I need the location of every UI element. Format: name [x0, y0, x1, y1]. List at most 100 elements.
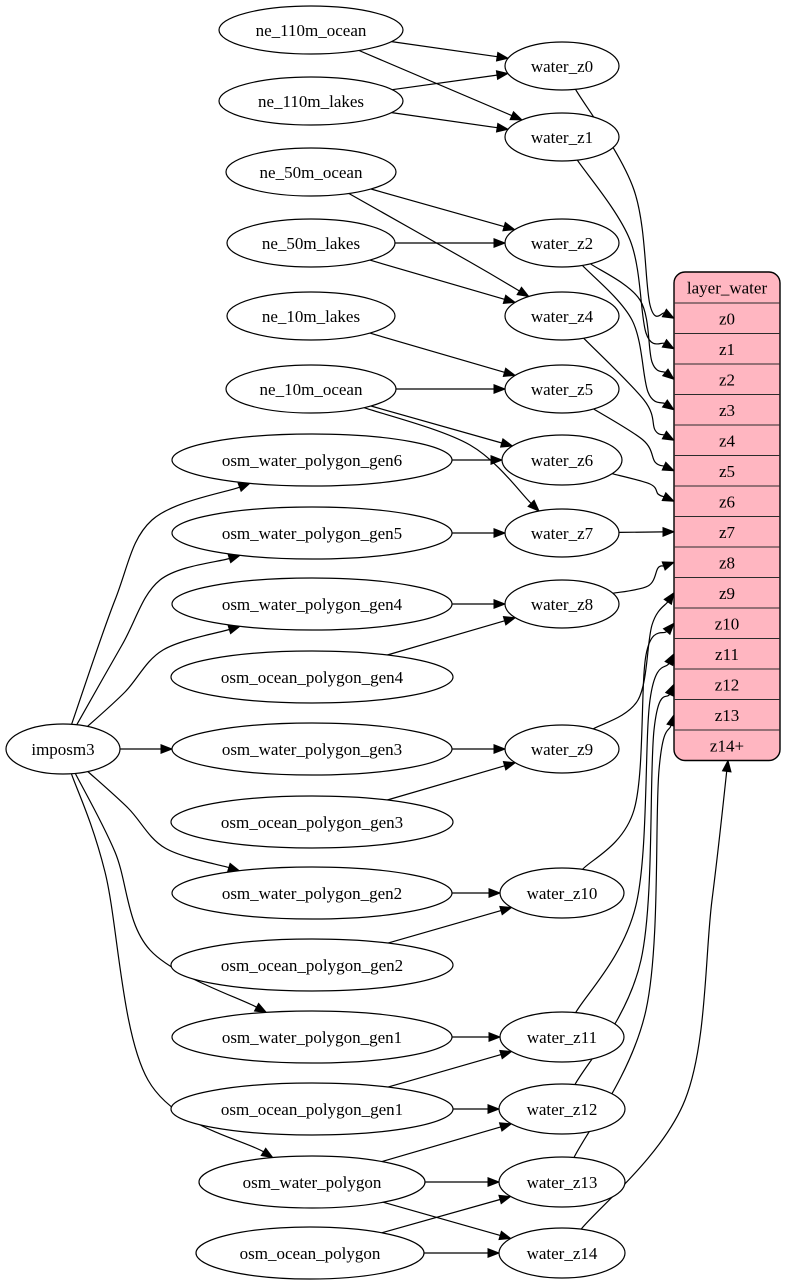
arrowhead-icon	[661, 561, 676, 571]
node-imposm3: imposm3	[5, 723, 121, 775]
node-label: water_z14	[527, 1244, 598, 1263]
node-ellipse-shape	[504, 508, 620, 558]
arrowhead-icon	[499, 1049, 513, 1060]
node-ellipse-shape	[5, 723, 121, 775]
edge-line	[392, 74, 498, 91]
node-label: ne_10m_lakes	[262, 307, 360, 326]
arrowhead-icon	[664, 683, 675, 697]
edge-imposm3-osm-water-polygon	[70, 773, 274, 1159]
edge-imposm3-osm-water-polygon-gen3	[120, 743, 174, 755]
arrowhead-icon	[502, 761, 517, 771]
arrowhead-icon	[493, 598, 507, 610]
node-label: water_z12	[527, 1100, 598, 1119]
edge-line	[364, 407, 532, 504]
node-osm-water-polygon-gen1: osm_water_polygon_gen1	[171, 1010, 453, 1064]
edge-line	[370, 405, 502, 444]
edge-osm-ocean-polygon-gen3-water-z9	[387, 761, 517, 801]
node-ellipse-shape	[501, 434, 623, 486]
arrowhead-icon	[663, 591, 675, 606]
edge-osm-water-polygon-gen2-water-z10	[452, 887, 502, 899]
node-ellipse-shape	[226, 291, 396, 341]
table-row-z11: z11	[674, 637, 780, 664]
node-water-z12: water_z12	[498, 1083, 626, 1135]
node-label: water_z9	[531, 740, 593, 759]
node-osm-ocean-polygon-gen4: osm_ocean_polygon_gen4	[170, 650, 454, 704]
table-row-z5: z5	[674, 454, 780, 481]
table-row-label: z6	[719, 492, 735, 511]
table-row-z1: z1	[674, 332, 780, 359]
node-osm-ocean-polygon: osm_ocean_polygon	[195, 1226, 425, 1280]
node-ellipse-shape	[504, 364, 620, 414]
edge-osm-water-polygon-gen3-water-z9	[452, 743, 507, 755]
node-label: osm_water_polygon_gen3	[222, 740, 402, 759]
node-label: ne_110m_lakes	[258, 92, 364, 111]
node-water-z13: water_z13	[498, 1156, 626, 1208]
table-row-label: z10	[715, 614, 740, 633]
node-label: water_z1	[531, 128, 593, 147]
node-ellipse-shape	[218, 76, 404, 126]
arrowhead-icon	[516, 286, 530, 298]
edge-ne-50m-lakes-water-z2	[395, 237, 507, 249]
edge-line	[592, 601, 669, 730]
table-row-z2: z2	[674, 363, 780, 389]
edge-water-z1-row-z1	[576, 159, 676, 350]
arrowhead-icon	[495, 70, 510, 81]
edge-line	[576, 159, 665, 345]
node-ellipse-shape	[498, 1083, 626, 1135]
node-label: ne_50m_ocean	[260, 163, 363, 182]
arrowhead-icon	[661, 308, 676, 319]
arrowhead-icon	[502, 294, 517, 304]
node-osm-ocean-polygon-gen2: osm_ocean_polygon_gen2	[170, 938, 454, 992]
edge-ne-10m-ocean-water-z7	[364, 407, 540, 512]
edge-line	[582, 630, 668, 870]
node-ellipse-shape	[198, 1155, 426, 1209]
node-water-z14: water_z14	[498, 1227, 626, 1279]
node-label: water_z11	[527, 1028, 597, 1047]
edge-ne-50m-ocean-water-z2	[370, 188, 517, 232]
node-water-z1: water_z1	[504, 112, 620, 162]
edge-line	[387, 765, 505, 801]
edge-line	[74, 773, 257, 1008]
node-osm-water-polygon-gen6: osm_water_polygon_gen6	[171, 433, 453, 487]
edge-water-z2-row-z2	[590, 263, 676, 381]
node-label: water_z13	[527, 1173, 598, 1192]
arrowhead-icon	[509, 110, 524, 121]
node-ellipse-shape	[218, 5, 404, 55]
node-ellipse-shape	[195, 1226, 425, 1280]
edge-line	[387, 910, 502, 944]
arrowhead-icon	[495, 122, 510, 133]
layer-water-table: layer_water z0 z1 z2 z3 z4 z5 z6 z7 z8 z9 z10 z11 z12…	[673, 271, 781, 762]
node-ellipse-shape	[170, 1082, 454, 1136]
node-ne-110m-lakes: ne_110m_lakes	[218, 76, 404, 126]
edge-ne-110m-ocean-water-z1	[358, 49, 524, 121]
node-water-z11: water_z11	[499, 1011, 625, 1063]
node-ellipse-shape	[225, 364, 397, 414]
node-ellipse-shape	[225, 147, 397, 197]
table-row-label: z2	[719, 370, 735, 389]
node-ellipse-shape	[170, 650, 454, 704]
edge-line	[583, 337, 665, 436]
edge-line	[381, 1126, 501, 1163]
node-label: osm_water_polygon_gen4	[222, 595, 403, 614]
edge-osm-ocean-polygon-gen1-water-z11	[387, 1049, 513, 1088]
table-row-z7: z7	[674, 515, 780, 542]
arrowhead-icon	[662, 526, 676, 537]
table-row-label: z14+	[710, 736, 744, 755]
arrowhead-icon	[499, 905, 513, 916]
arrowhead-icon	[498, 1230, 513, 1241]
edge-line	[87, 628, 230, 727]
arrowhead-icon	[495, 51, 510, 62]
node-osm-water-polygon-gen5: osm_water_polygon_gen5	[171, 506, 453, 560]
table-row-z13: z13	[674, 698, 780, 725]
node-ellipse-shape	[499, 1011, 625, 1063]
edge-line	[612, 473, 665, 498]
arrowhead-icon	[160, 743, 174, 755]
edge-osm-ocean-polygon-gen1-water-z12	[453, 1103, 501, 1115]
arrowhead-icon	[502, 367, 517, 377]
edge-ne-110m-lakes-water-z1	[391, 112, 510, 133]
node-label: water_z4	[531, 307, 594, 326]
edge-line	[70, 773, 264, 1153]
arrowhead-icon	[493, 743, 507, 755]
